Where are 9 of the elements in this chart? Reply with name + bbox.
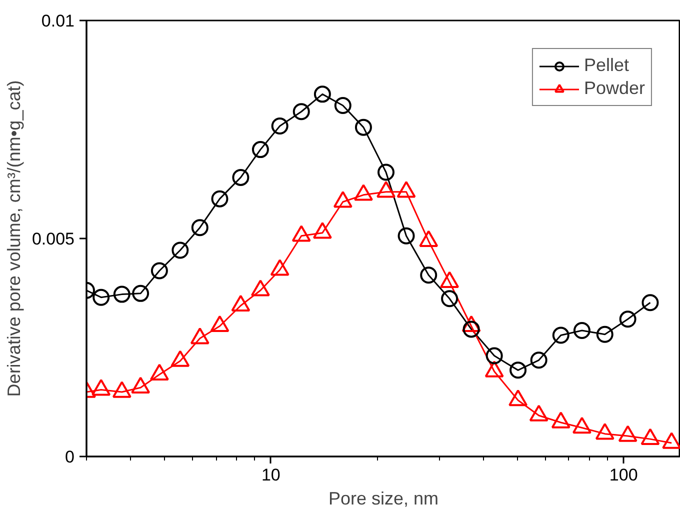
legend-label: Pellet <box>584 55 629 76</box>
y-tick-label: 0.01 <box>41 12 75 30</box>
legend-label: Powder <box>584 78 645 99</box>
x-tick-label: 10 <box>261 466 280 484</box>
x-tick-label: 100 <box>609 466 638 484</box>
y-tick-label: 0.005 <box>32 230 75 248</box>
y-axis-title: Derivative pore volume, cm³/(nm•g_cat) <box>4 80 24 397</box>
x-axis-title: Pore size, nm <box>328 488 439 508</box>
y-tick-label: 0 <box>65 448 75 466</box>
